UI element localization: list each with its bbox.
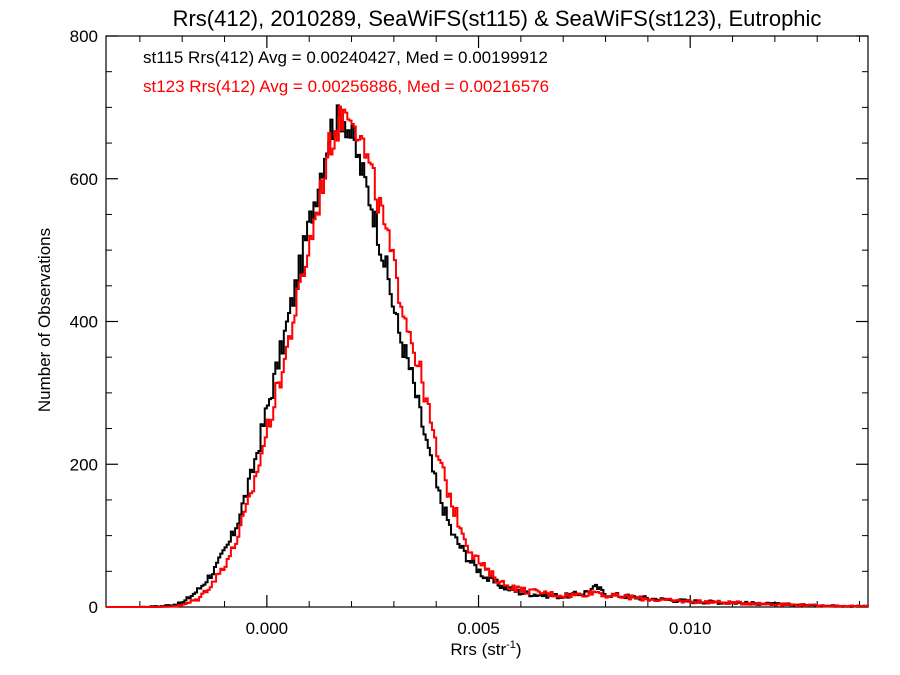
legend-entry-st123: st123 Rrs(412) Avg = 0.00256886, Med = 0… [143, 77, 549, 96]
x-axis-label-close: ) [516, 640, 522, 659]
x-tick-label: 0.010 [669, 619, 712, 638]
y-tick-label: 200 [70, 455, 98, 474]
chart-title: Rrs(412), 2010289, SeaWiFS(st115) & SeaW… [173, 6, 822, 31]
series-line-st123 [106, 105, 869, 608]
plot-area: 0 200 400 600 800 0.000 0.005 0.010 [70, 27, 869, 638]
x-axis-label-main: Rrs (str [450, 640, 506, 659]
series-line-st115 [106, 104, 869, 608]
y-tick-label: 600 [70, 170, 98, 189]
series-group [106, 104, 869, 608]
x-tick-label: 0.000 [246, 619, 289, 638]
x-axis-label-superscript: -1 [506, 639, 516, 651]
legend-entry-st115: st115 Rrs(412) Avg = 0.00240427, Med = 0… [143, 48, 548, 67]
x-axis-label: Rrs (str-1) [450, 639, 521, 659]
y-tick-label: 800 [70, 27, 98, 46]
y-tick-label: 400 [70, 313, 98, 332]
y-axis: 0 200 400 600 800 [70, 27, 868, 617]
x-tick-label: 0.005 [457, 619, 500, 638]
plot-frame [105, 35, 869, 608]
y-axis-label: Number of Observations [35, 228, 54, 412]
y-tick-label: 0 [89, 598, 98, 617]
x-axis: 0.000 0.005 0.010 [139, 36, 861, 638]
